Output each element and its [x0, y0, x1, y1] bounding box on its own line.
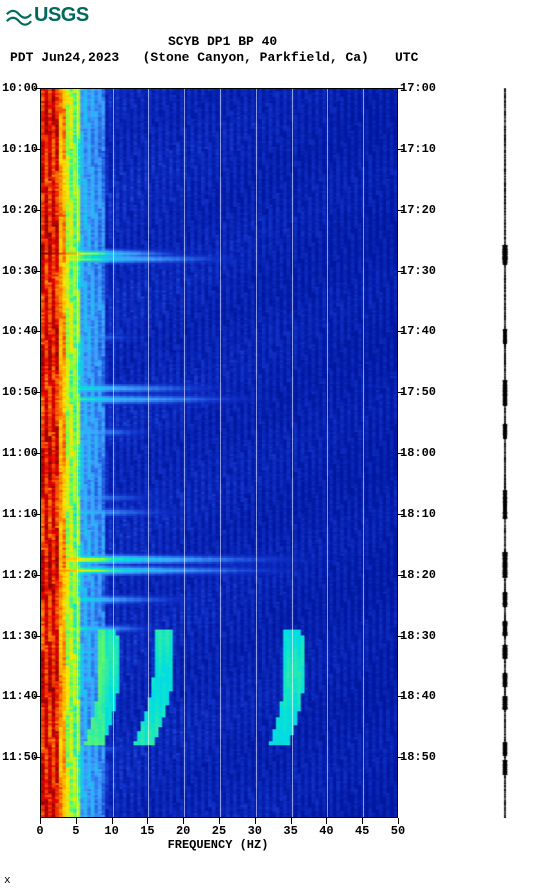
x-tick-mark [147, 818, 148, 824]
tick-mark [398, 392, 404, 393]
spectrogram-canvas [41, 89, 397, 817]
tick-mark [398, 453, 404, 454]
tick-mark [34, 331, 40, 332]
y-tick-right: 18:30 [400, 629, 436, 643]
y-tick-right: 18:40 [400, 689, 436, 703]
y-tick-right: 18:50 [400, 750, 436, 764]
tick-mark [398, 757, 404, 758]
tick-mark [398, 575, 404, 576]
x-tick: 40 [319, 824, 333, 838]
tick-mark [34, 392, 40, 393]
tick-mark [34, 696, 40, 697]
tick-mark [34, 210, 40, 211]
tick-mark [34, 88, 40, 89]
y-tick-left: 11:20 [0, 568, 38, 582]
utc-label: UTC [395, 50, 418, 65]
usgs-logo: USGS [6, 4, 89, 27]
x-tick: 10 [104, 824, 118, 838]
x-tick-mark [326, 818, 327, 824]
x-tick: 25 [212, 824, 226, 838]
x-tick: 50 [391, 824, 405, 838]
x-tick: 20 [176, 824, 190, 838]
x-tick-mark [255, 818, 256, 824]
chart-title: SCYB DP1 BP 40 [168, 34, 552, 49]
tick-mark [398, 636, 404, 637]
tick-mark [34, 453, 40, 454]
tick-mark [34, 757, 40, 758]
x-tick-mark [398, 818, 399, 824]
y-tick-right: 17:30 [400, 264, 436, 278]
x-tick-mark [219, 818, 220, 824]
y-tick-right: 17:50 [400, 385, 436, 399]
tick-mark [398, 271, 404, 272]
y-tick-left: 10:40 [0, 324, 38, 338]
x-tick: 5 [72, 824, 79, 838]
x-tick-mark [291, 818, 292, 824]
tick-mark [398, 514, 404, 515]
y-tick-right: 18:00 [400, 446, 436, 460]
x-tick: 0 [36, 824, 43, 838]
y-tick-left: 10:10 [0, 142, 38, 156]
y-tick-left: 11:30 [0, 629, 38, 643]
x-tick-mark [362, 818, 363, 824]
station-name: (Stone Canyon, Parkfield, Ca) [143, 50, 369, 65]
y-tick-right: 17:40 [400, 324, 436, 338]
usgs-logo-text: USGS [34, 4, 89, 27]
tick-mark [398, 88, 404, 89]
x-tick-mark [112, 818, 113, 824]
tick-mark [34, 271, 40, 272]
y-tick-right: 17:10 [400, 142, 436, 156]
y-tick-left: 10:50 [0, 385, 38, 399]
x-tick: 15 [140, 824, 154, 838]
y-tick-left: 11:00 [0, 446, 38, 460]
y-tick-left: 10:20 [0, 203, 38, 217]
tick-mark [34, 636, 40, 637]
y-tick-right: 17:20 [400, 203, 436, 217]
usgs-wave-icon [6, 5, 32, 27]
y-tick-left: 10:30 [0, 264, 38, 278]
footer-mark: x [4, 875, 11, 887]
y-tick-right: 17:00 [400, 81, 436, 95]
tick-mark [398, 149, 404, 150]
pdt-date: PDT Jun24,2023 [10, 50, 119, 65]
y-tick-left: 10:00 [0, 81, 38, 95]
y-tick-right: 18:10 [400, 507, 436, 521]
x-tick-mark [183, 818, 184, 824]
tick-mark [34, 149, 40, 150]
tick-mark [34, 575, 40, 576]
tick-mark [398, 696, 404, 697]
x-axis-label: FREQUENCY (HZ) [0, 838, 494, 852]
x-tick-mark [40, 818, 41, 824]
side-trace [500, 88, 510, 818]
chart-subtitle: PDT Jun24,2023 (Stone Canyon, Parkfield,… [10, 50, 552, 65]
tick-mark [34, 514, 40, 515]
x-tick: 45 [355, 824, 369, 838]
x-tick-mark [76, 818, 77, 824]
y-tick-left: 11:10 [0, 507, 38, 521]
y-tick-left: 11:50 [0, 750, 38, 764]
y-tick-right: 18:20 [400, 568, 436, 582]
tick-mark [398, 331, 404, 332]
x-tick: 35 [283, 824, 297, 838]
spectrogram-plot [40, 88, 398, 818]
tick-mark [398, 210, 404, 211]
x-tick: 30 [248, 824, 262, 838]
y-tick-left: 11:40 [0, 689, 38, 703]
